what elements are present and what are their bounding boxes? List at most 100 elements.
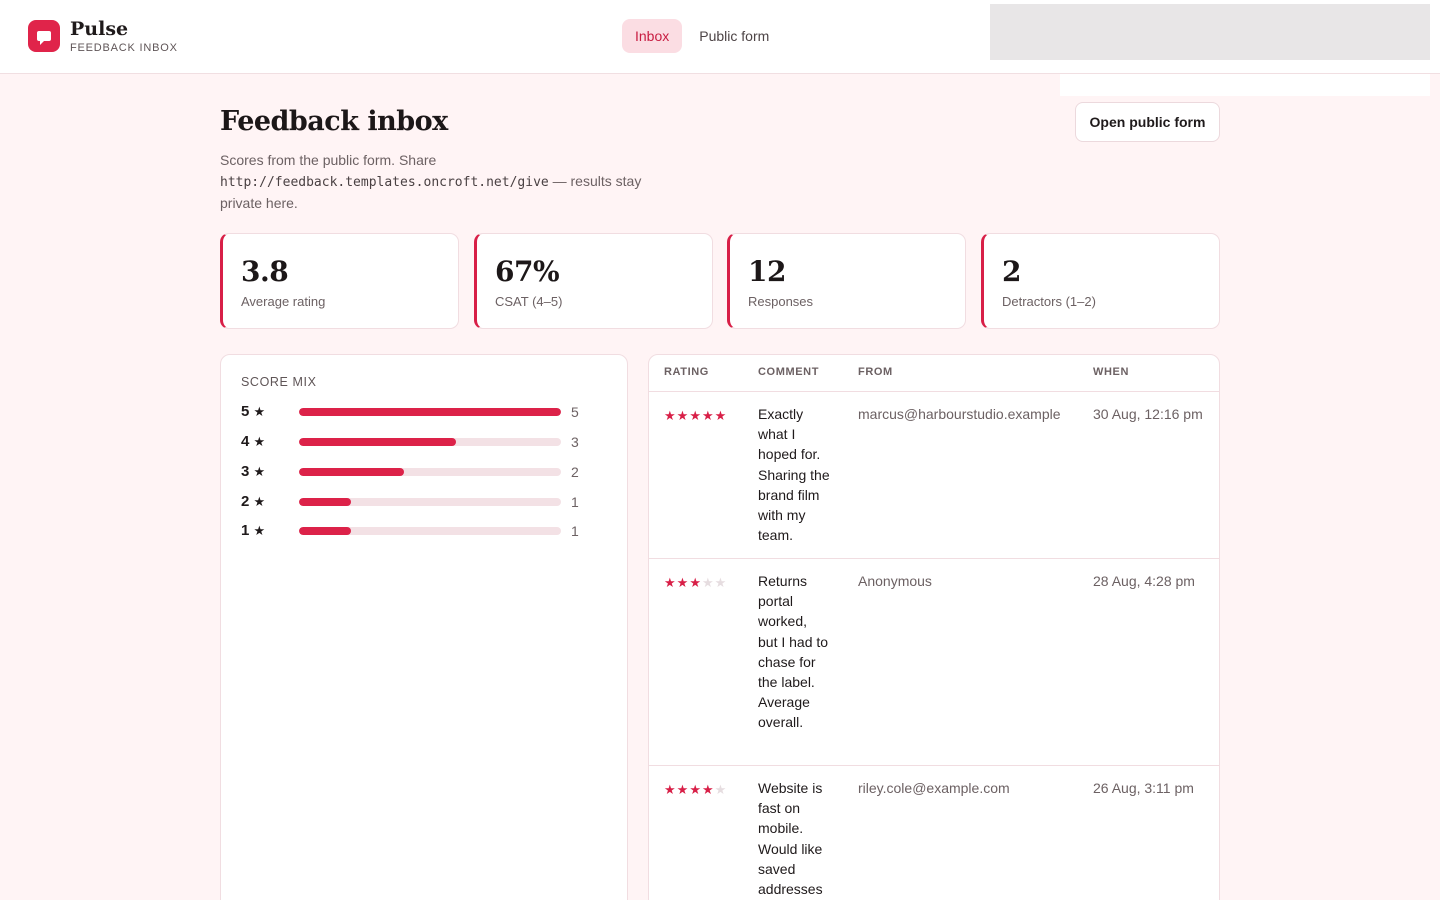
desc-text: Scores from the public form. Share [220, 152, 437, 168]
score-label: 1 ★ [241, 521, 265, 541]
header-when[interactable]: WHEN [1093, 366, 1130, 378]
app-name: Pulse [70, 18, 129, 40]
when-cell: 28 Aug, 4:28 pm [1093, 573, 1195, 589]
star-icon: ★ [689, 575, 702, 590]
star-icon: ★ [664, 782, 677, 797]
header-placeholder [990, 4, 1430, 60]
score-value: 2 [241, 493, 250, 510]
feedback-table: RATING COMMENT FROM WHEN ★★★★★ Exactly wh… [648, 354, 1220, 900]
star-icon: ★ [714, 575, 728, 590]
score-mix-row: 1 ★ 1 [241, 521, 621, 541]
stat-label: Detractors (1–2) [1002, 294, 1096, 309]
star-icon: ★ [253, 434, 266, 449]
stat-card-responses: 12 Responses [727, 233, 966, 329]
open-public-form-button[interactable]: Open public form [1075, 102, 1220, 142]
score-bar-fill [299, 468, 404, 476]
score-bar-track [299, 408, 561, 416]
rating-stars: ★★★★★ [664, 575, 727, 591]
score-count: 2 [571, 464, 579, 480]
stat-value: 3.8 [241, 255, 289, 288]
page-title: Feedback inbox [220, 106, 448, 137]
score-label: 3 ★ [241, 462, 265, 482]
star-icon: ★ [253, 523, 266, 538]
rating-stars: ★★★★★ [664, 408, 727, 424]
stat-value: 12 [748, 255, 786, 288]
star-icon: ★ [701, 575, 715, 590]
desc-text-after: — results stay private here. [220, 172, 642, 212]
star-icon: ★ [701, 782, 715, 797]
header-placeholder-strip [1060, 74, 1430, 96]
score-mix-row: 4 ★ 3 [241, 432, 621, 452]
stat-card-csat: 67% CSAT (4–5) [474, 233, 713, 329]
star-icon: ★ [714, 408, 728, 423]
score-count: 5 [571, 404, 579, 420]
when-cell: 26 Aug, 3:11 pm [1093, 780, 1194, 796]
chat-bubble-icon [28, 20, 60, 52]
star-icon: ★ [676, 575, 690, 590]
stat-value: 67% [495, 255, 560, 288]
rating-stars: ★★★★★ [664, 782, 727, 798]
header-from[interactable]: FROM [858, 366, 893, 378]
top-bar: Pulse FEEDBACK INBOX Inbox Public form [0, 0, 1440, 74]
comment-cell: Returns portal worked, but I had to chas… [758, 573, 829, 731]
stat-label: CSAT (4–5) [495, 294, 563, 309]
brand[interactable]: Pulse FEEDBACK INBOX [28, 18, 178, 54]
comment-cell: Exactly what I hoped for. Sharing the br… [758, 406, 830, 544]
table-row[interactable]: ★★★★★ Website is fast on mobile. Would li… [649, 766, 1219, 900]
score-mix-row: 2 ★ 1 [241, 492, 621, 512]
star-icon: ★ [664, 575, 677, 590]
header-comment[interactable]: COMMENT [758, 366, 820, 378]
score-mix-row: 3 ★ 2 [241, 462, 621, 482]
tab-public-form[interactable]: Public form [699, 28, 770, 44]
app-subtitle: FEEDBACK INBOX [70, 42, 178, 54]
comment-cell: Website is fast on mobile. Would like sa… [758, 780, 823, 898]
star-icon: ★ [253, 494, 266, 509]
score-value: 4 [241, 433, 250, 450]
main-nav: Inbox Public form [622, 19, 786, 53]
star-icon: ★ [664, 408, 677, 423]
score-label: 2 ★ [241, 492, 265, 512]
stat-label: Responses [748, 294, 814, 309]
star-icon: ★ [253, 404, 266, 419]
star-icon: ★ [253, 464, 266, 479]
star-icon: ★ [714, 782, 728, 797]
score-bar-track [299, 498, 561, 506]
score-bar-track [299, 527, 561, 535]
score-bar-track [299, 468, 561, 476]
stat-label: Average rating [241, 294, 326, 309]
star-icon: ★ [689, 782, 702, 797]
public-form-url: http://feedback.templates.oncroft.net/gi… [220, 174, 549, 190]
star-icon: ★ [676, 782, 690, 797]
score-bar-fill [299, 438, 457, 446]
page-description: Scores from the public form. Share http:/… [220, 150, 670, 214]
star-icon: ★ [689, 408, 702, 423]
score-bar-fill [299, 498, 352, 506]
tab-inbox[interactable]: Inbox [622, 19, 683, 53]
header-rating[interactable]: RATING [664, 366, 709, 378]
stat-card-detractors: 2 Detractors (1–2) [981, 233, 1220, 329]
score-count: 1 [571, 494, 579, 510]
from-cell: riley.cole@example.com [858, 780, 1010, 796]
table-row[interactable]: ★★★★★ Returns portal worked, but I had to… [649, 559, 1219, 766]
score-bar-fill [299, 527, 352, 535]
from-cell: Anonymous [858, 573, 932, 589]
score-mix-panel: SCORE MIX 5 ★ 5 4 ★ 3 3 ★ 2 2 ★ 1 1 ★ 1 [220, 354, 628, 900]
star-icon: ★ [676, 408, 690, 423]
stat-value: 2 [1002, 255, 1021, 288]
score-bar-track [299, 438, 561, 446]
score-value: 3 [241, 463, 250, 480]
score-mix-row: 5 ★ 5 [241, 402, 621, 422]
score-value: 5 [241, 403, 250, 420]
score-value: 1 [241, 522, 250, 539]
table-header: RATING COMMENT FROM WHEN [649, 355, 1219, 392]
score-mix-title: SCORE MIX [241, 375, 317, 389]
score-label: 4 ★ [241, 432, 265, 452]
score-bar-fill [299, 408, 561, 416]
stat-card-average: 3.8 Average rating [220, 233, 459, 329]
table-row[interactable]: ★★★★★ Exactly what I hoped for. Sharing t… [649, 392, 1219, 559]
score-count: 3 [571, 434, 579, 450]
score-label: 5 ★ [241, 402, 265, 422]
when-cell: 30 Aug, 12:16 pm [1093, 406, 1203, 422]
from-cell: marcus@harbourstudio.example [858, 406, 1061, 422]
score-count: 1 [571, 523, 579, 539]
